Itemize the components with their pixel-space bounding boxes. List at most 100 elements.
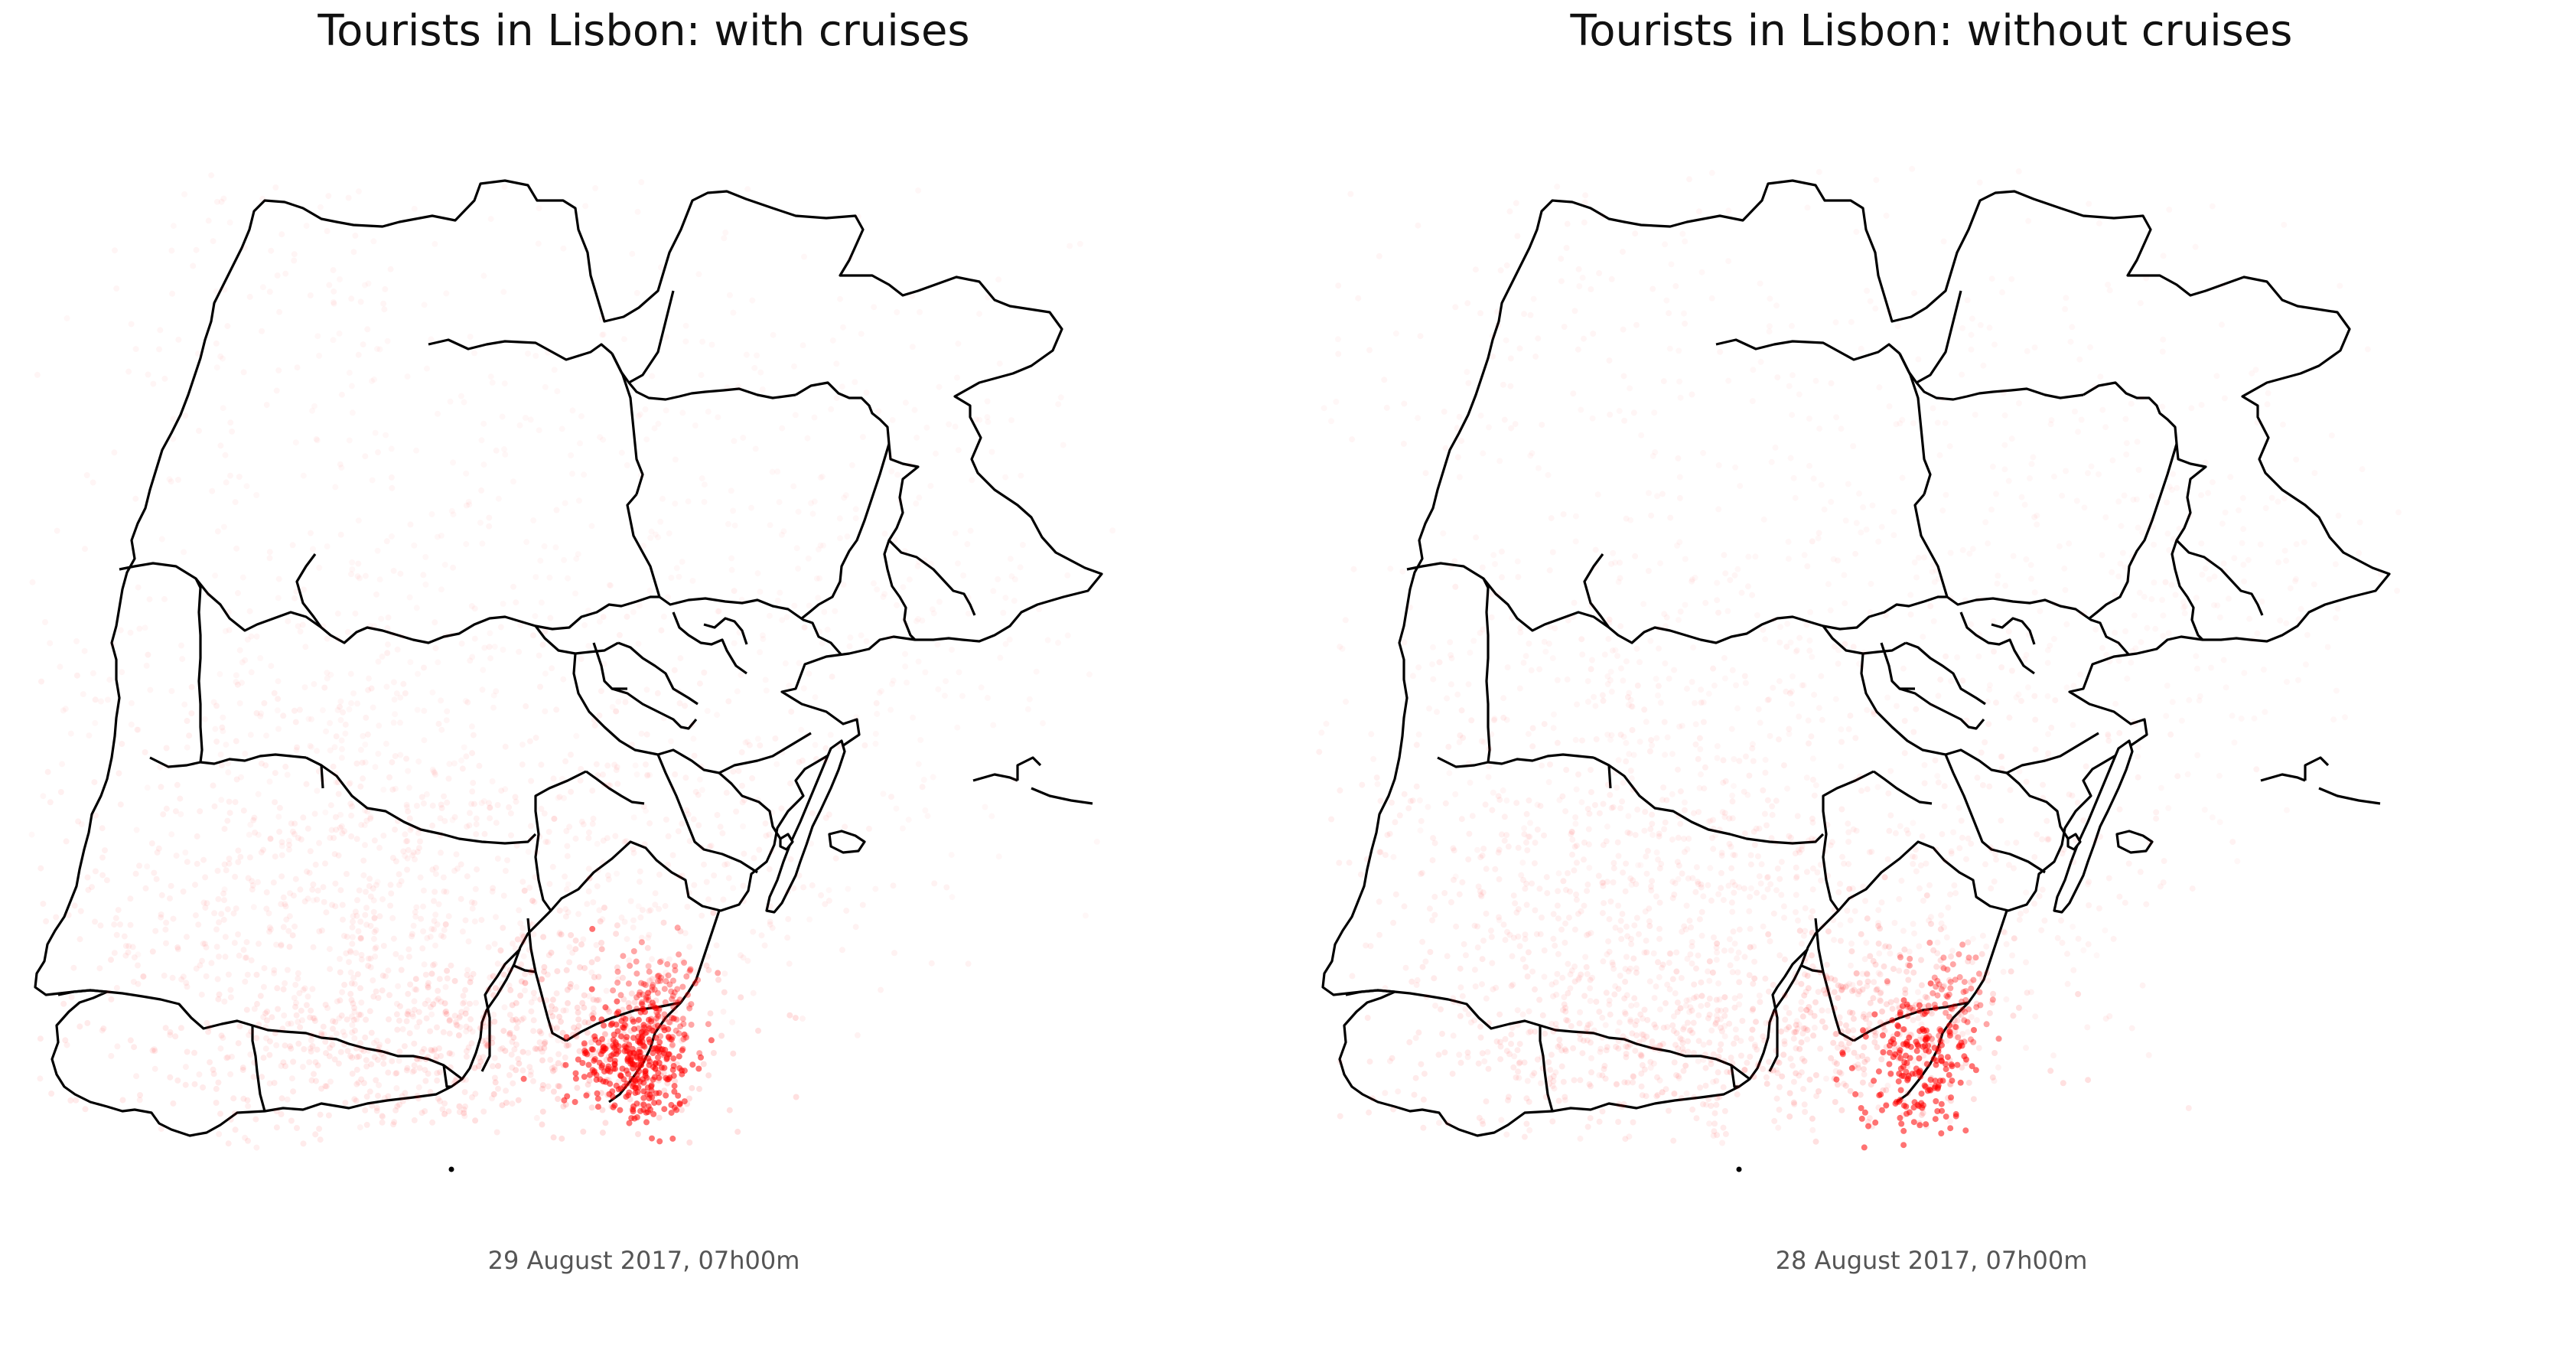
tourist-point: [342, 721, 349, 728]
tourist-point: [927, 483, 933, 489]
tourist-point: [1946, 1013, 1952, 1020]
tourist-point: [357, 1040, 363, 1047]
tourist-point: [1552, 1020, 1559, 1027]
tourist-point: [1516, 1060, 1522, 1067]
tourist-point: [1726, 815, 1733, 822]
tourist-point: [853, 506, 859, 512]
tourist-point: [1588, 657, 1595, 663]
tourist-point: [1715, 609, 1721, 616]
tourist-point: [1917, 885, 1923, 892]
tourist-point: [2174, 773, 2181, 780]
tourist-point: [1638, 1083, 1645, 1090]
tourist-point: [278, 852, 285, 859]
tourist-point: [1580, 1037, 1587, 1044]
tourist-point: [1948, 848, 1955, 855]
tourist-point: [1858, 1115, 1865, 1122]
tourist-point: [1555, 1043, 1562, 1050]
tourist-point: [1943, 993, 1950, 999]
tourist-point: [1480, 889, 1487, 896]
tourist-point: [1748, 1035, 1755, 1042]
tourist-point: [391, 696, 398, 703]
tourist-point: [562, 500, 568, 507]
tourist-point: [654, 1012, 661, 1019]
tourist-point: [412, 976, 419, 983]
tourist-point: [156, 346, 162, 353]
tourist-point: [349, 566, 355, 572]
tourist-point: [1849, 982, 1856, 989]
tourist-point: [682, 703, 689, 709]
tourist-point: [442, 1008, 449, 1015]
tourist-point: [808, 840, 814, 846]
tourist-point: [484, 1016, 490, 1022]
tourist-point: [513, 1016, 519, 1023]
tourist-point: [1711, 1128, 1718, 1135]
tourist-point: [1571, 599, 1578, 606]
tourist-point: [492, 985, 499, 992]
tourist-point: [381, 306, 388, 313]
tourist-point: [329, 901, 335, 908]
tourist-point: [1639, 1061, 1646, 1068]
tourist-point: [2116, 729, 2123, 736]
tourist-point: [352, 232, 359, 239]
tourist-point: [1760, 1033, 1767, 1040]
tourist-point: [741, 850, 747, 857]
tourist-point: [2069, 792, 2076, 799]
tourist-point: [960, 572, 966, 579]
tourist-point: [766, 831, 773, 838]
tourist-point: [1641, 706, 1648, 713]
tourist-point: [1936, 1025, 1943, 1032]
tourist-point: [692, 422, 699, 429]
tourist-point: [593, 761, 600, 768]
tourist-point: [1550, 1078, 1557, 1084]
tourist-point: [1793, 979, 1799, 986]
tourist-point: [1583, 963, 1590, 970]
tourist-point: [1413, 742, 1420, 748]
tourist-point: [1461, 941, 1467, 947]
tourist-point: [480, 461, 487, 468]
tourist-point: [409, 852, 416, 859]
tourist-point: [519, 761, 526, 768]
tourist-point: [1769, 811, 1776, 818]
tourist-point: [1856, 980, 1863, 986]
tourist-point: [299, 1017, 305, 1024]
tourist-point: [146, 596, 153, 603]
tourist-point: [1929, 1035, 1935, 1042]
tourist-point: [174, 1077, 181, 1084]
tourist-point: [800, 1016, 806, 1022]
tourist-point: [595, 996, 602, 1003]
tourist-point: [1838, 1107, 1845, 1113]
tourist-point: [624, 1048, 630, 1055]
tourist-point: [1776, 1084, 1783, 1091]
tourist-point: [751, 855, 757, 862]
tourist-point: [1921, 1060, 1928, 1067]
tourist-point: [770, 469, 776, 475]
tourist-point: [135, 726, 142, 733]
tourist-point: [1431, 911, 1438, 918]
tourist-point: [1654, 1074, 1660, 1081]
tourist-point: [1701, 785, 1708, 792]
tourist-point: [1656, 1042, 1663, 1049]
tourist-point: [382, 285, 389, 292]
tourist-point: [1555, 915, 1562, 922]
tourist-point: [1832, 1059, 1838, 1065]
tourist-point: [1763, 874, 1770, 881]
tourist-point: [404, 804, 410, 810]
tourist-point: [1899, 1003, 1906, 1009]
tourist-point: [1904, 1110, 1910, 1117]
tourist-point: [405, 990, 412, 997]
tourist-point: [381, 1095, 388, 1101]
tourist-point: [1947, 1125, 1954, 1132]
tourist-point: [1956, 804, 1962, 811]
tourist-point: [1714, 949, 1721, 956]
tourist-point: [503, 1100, 510, 1106]
tourist-point: [519, 742, 526, 748]
tourist-point: [1799, 941, 1805, 947]
tourist-point: [517, 920, 524, 927]
tourist-point: [405, 373, 411, 380]
tourist-point: [467, 657, 474, 664]
tourist-point: [1318, 729, 1325, 736]
tourist-point: [1983, 1021, 1990, 1028]
tourist-point: [247, 732, 254, 738]
tourist-point: [1666, 986, 1673, 993]
tourist-point: [473, 831, 480, 837]
